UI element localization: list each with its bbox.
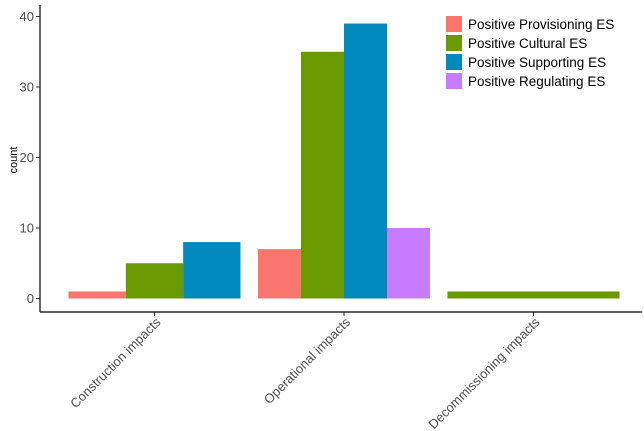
bar-construction-impacts-positive-cultural-es [126, 263, 183, 298]
bar-decommissioning-impacts-positive-cultural-es [448, 291, 620, 298]
y-tick-label: 40 [20, 9, 34, 24]
x-tick-label: Decommissioning impacts [425, 314, 543, 431]
y-axis-title: count [8, 147, 20, 174]
legend-label: Positive Supporting ES [468, 55, 606, 70]
legend-key [446, 73, 462, 89]
bar-construction-impacts-positive-supporting-es [183, 242, 240, 298]
x-tick-label: Operational impacts [261, 314, 354, 407]
bar-operational-impacts-positive-cultural-es [301, 52, 344, 299]
legend-key [446, 16, 462, 32]
x-tick-label: Construction impacts [67, 314, 164, 411]
bar-operational-impacts-positive-supporting-es [344, 24, 387, 299]
legend-label: Positive Regulating ES [468, 74, 605, 89]
legend-key [446, 35, 462, 51]
y-tick-label: 20 [20, 150, 34, 165]
y-axis: 0 10 20 30 40 [20, 5, 40, 312]
legend-label: Positive Cultural ES [468, 36, 587, 51]
bar-operational-impacts-positive-provisioning-es [258, 249, 301, 298]
legend-key [446, 54, 462, 70]
y-tick-label: 10 [20, 221, 34, 236]
bar-construction-impacts-positive-provisioning-es [69, 291, 126, 298]
legend: Positive Provisioning ES Positive Cultura… [446, 16, 614, 89]
legend-label: Positive Provisioning ES [468, 17, 614, 32]
x-axis: Construction impacts Operational impacts D… [40, 312, 642, 431]
y-tick-label: 30 [20, 80, 34, 95]
bar-operational-impacts-positive-regulating-es [387, 228, 430, 299]
y-tick-label: 0 [27, 291, 34, 306]
